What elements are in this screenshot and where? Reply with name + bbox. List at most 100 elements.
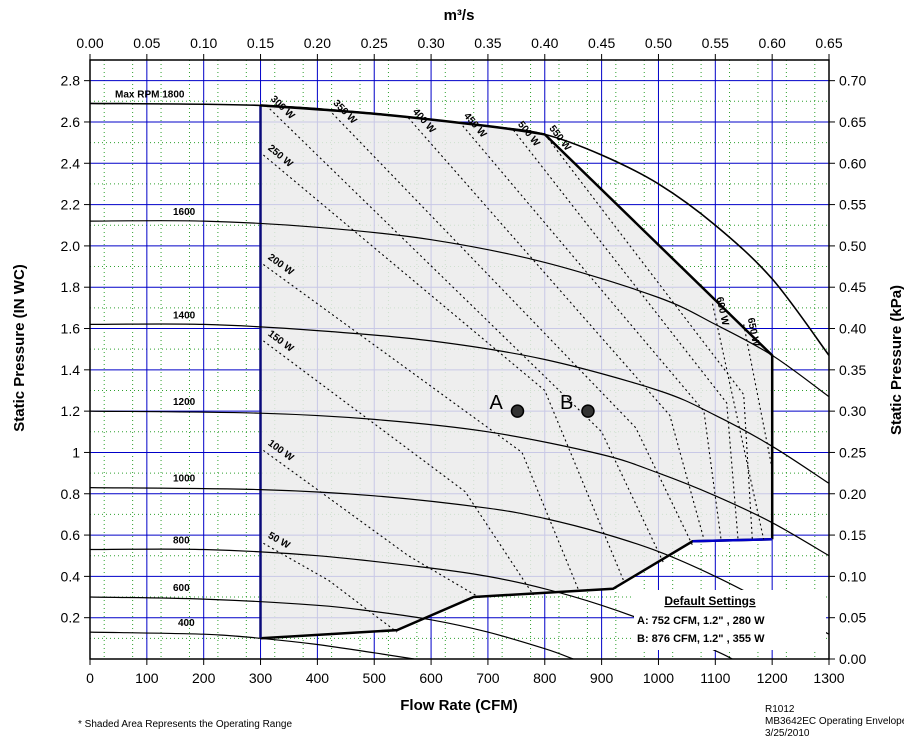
legend-title: Default Settings	[664, 594, 756, 608]
y2-tick-label: 0.70	[839, 73, 866, 89]
y-tick-label: 2.2	[61, 197, 81, 213]
x-tick-label: 500	[363, 670, 387, 686]
legend-row-a: A: 752 CFM, 1.2" , 280 W	[637, 615, 765, 627]
watt-lines	[263, 105, 773, 633]
footnote: * Shaded Area Represents the Operating R…	[78, 719, 292, 730]
y2-tick-label: 0.20	[839, 486, 866, 502]
rpm-curve	[90, 102, 829, 356]
rpm-curve-label: 1200	[173, 397, 196, 408]
x-tick-label: 800	[533, 670, 557, 686]
y2-axis-title: Static Pressure (kPa)	[888, 285, 904, 435]
rpm-curve	[90, 220, 829, 398]
legend-background	[634, 590, 826, 650]
y2-tick-label: 0.10	[839, 568, 866, 584]
x-tick-label: 900	[590, 670, 614, 686]
x-tick-label: 300	[249, 670, 273, 686]
y-tick-label: 1	[72, 444, 80, 460]
plot-frame	[89, 59, 830, 660]
y-tick-label: 2.6	[61, 114, 81, 130]
rpm-curve	[90, 323, 829, 484]
y-tick-label: 2.4	[61, 155, 81, 171]
x2-tick-label: 0.55	[702, 35, 729, 51]
operating-point-label: A	[489, 392, 503, 414]
x2-tick-label: 0.40	[531, 35, 558, 51]
x2-tick-label: 0.15	[247, 35, 274, 51]
y2-tick-label: 0.60	[839, 155, 866, 171]
x-tick-label: 0	[86, 670, 94, 686]
y-tick-label: 2.0	[61, 238, 81, 254]
rpm-curve	[90, 410, 829, 557]
y2-tick-label: 0.15	[839, 527, 866, 543]
rpm-curve	[90, 596, 574, 659]
axis-ticks: 0 100 200 300 400 500 600 700 800 900 1000 1100 1200…	[61, 35, 867, 686]
rpm-curve-label: 800	[173, 536, 190, 547]
rpm-curve-label: 1600	[173, 207, 196, 218]
x2-tick-label: 0.50	[645, 35, 672, 51]
rpm-curve	[90, 631, 415, 659]
watt-line	[263, 340, 534, 596]
legend-row-b: B: 876 CFM, 1.2" , 355 W	[637, 633, 765, 645]
watt-line	[459, 121, 722, 540]
watt-line	[263, 542, 398, 633]
y2-tick-label: 0.25	[839, 444, 866, 460]
x2-tick-label: 0.45	[588, 35, 615, 51]
y-axis-title: Static Pressure (IN WC)	[11, 264, 28, 432]
x-axis-title: Flow Rate (CFM)	[400, 697, 518, 714]
x2-tick-label: 0.60	[759, 35, 786, 51]
x2-axis-title: m³/s	[444, 7, 475, 24]
x-tick-label: 400	[306, 670, 330, 686]
watt-line	[265, 105, 665, 565]
watt-line	[263, 264, 580, 592]
x2-tick-label: 0.65	[815, 35, 842, 51]
x-tick-label: 1000	[643, 670, 674, 686]
operating-point-label: B	[560, 392, 573, 414]
rpm-curve-label: 600	[173, 583, 190, 594]
x2-tick-label: 0.00	[76, 35, 103, 51]
watt-line	[711, 303, 765, 540]
y-tick-label: 1.2	[61, 403, 81, 419]
x-tick-label: 100	[135, 670, 159, 686]
plot-border	[89, 59, 830, 660]
envelope-fill	[260, 105, 773, 639]
y2-tick-label: 0.30	[839, 403, 866, 419]
watt-line	[513, 129, 739, 540]
x-tick-label: 1300	[813, 670, 844, 686]
legend-box: Default Settings A: 752 CFM, 1.2" , 280 …	[634, 590, 826, 650]
rpm-curves	[90, 102, 829, 659]
y2-tick-label: 0.50	[839, 238, 866, 254]
rpm-curve-label: 400	[178, 618, 195, 629]
x2-tick-label: 0.30	[417, 35, 444, 51]
y-tick-label: 0.6	[61, 527, 81, 543]
x2-tick-label: 0.05	[133, 35, 160, 51]
y-tick-label: 2.8	[61, 73, 81, 89]
x-tick-label: 1100	[700, 670, 730, 686]
y2-tick-label: 0.45	[839, 279, 866, 295]
operating-point-b	[581, 404, 595, 418]
stamp-line-1: R1012	[765, 704, 795, 715]
x2-tick-label: 0.20	[304, 35, 331, 51]
y2-tick-label: 0.55	[839, 197, 866, 213]
y-tick-label: 1.6	[61, 321, 81, 337]
watt-line	[407, 117, 705, 540]
envelope-right-vertical	[692, 537, 773, 543]
rpm-curve-label: Max RPM 1800	[115, 89, 185, 100]
watt-line	[263, 154, 625, 583]
y-tick-label: 0.8	[61, 486, 81, 502]
watt-line	[263, 449, 483, 600]
x2-tick-label: 0.25	[361, 35, 388, 51]
y-tick-label: 0.4	[61, 568, 81, 584]
y-tick-label: 1.8	[61, 279, 81, 295]
stamp-line-3: 3/25/2010	[765, 728, 810, 739]
y2-tick-label: 0.05	[839, 610, 866, 626]
x2-tick-label: 0.35	[474, 35, 501, 51]
stamp-line-2: MB3642EC Operating Envelope	[765, 716, 904, 727]
y-tick-label: 0.2	[61, 610, 81, 626]
x2-tick-label: 0.10	[190, 35, 217, 51]
rpm-curve-label: 1400	[173, 310, 196, 321]
operating-envelope	[259, 104, 774, 640]
rpm-curve-label: 1000	[173, 474, 196, 485]
x-tick-label: 1200	[757, 670, 788, 686]
rpm-curve	[90, 487, 829, 635]
